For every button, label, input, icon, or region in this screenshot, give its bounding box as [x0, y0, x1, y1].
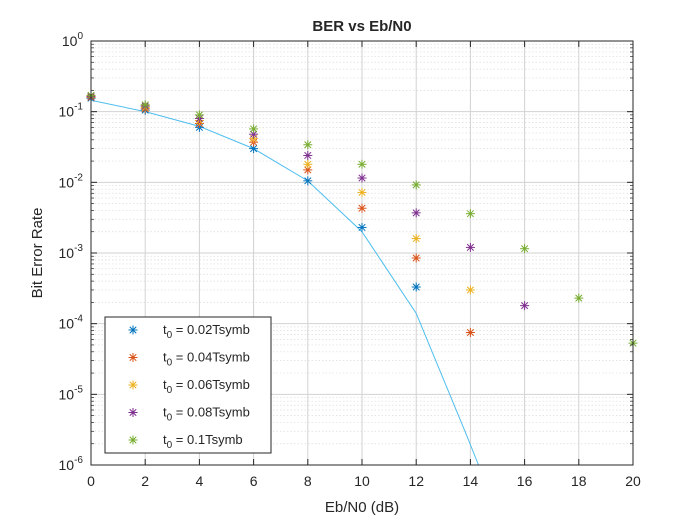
y-tick-label: 10-5	[59, 384, 84, 402]
series-5-point	[303, 140, 313, 150]
legend-label-2: t0 = 0.04Tsymb	[163, 350, 250, 369]
x-axis-label: Eb/N0 (dB)	[325, 499, 399, 516]
legend-label-5: t0 = 0.1Tsymb	[163, 432, 243, 451]
legend-entries: t0 = 0.02Tsymb t0 = 0.04Tsymb t0 = 0.06Tsy…	[128, 322, 250, 451]
x-tick-label: 0	[87, 473, 95, 489]
series-4-point	[520, 301, 530, 311]
series-2-point	[411, 253, 421, 263]
series-5-point	[574, 293, 584, 303]
legend-marker-1	[128, 325, 138, 335]
y-tick-label: 10-3	[59, 243, 84, 261]
series-3-point	[303, 159, 313, 169]
legend: t0 = 0.02Tsymb t0 = 0.04Tsymb t0 = 0.06Tsy…	[104, 316, 272, 454]
legend-marker-4	[128, 408, 138, 417]
series-4-point	[357, 173, 367, 183]
legend-marker-5	[128, 435, 138, 445]
y-tick-label: 10-6	[59, 455, 84, 473]
y-tick-label: 100	[62, 31, 84, 49]
series-3-point	[357, 187, 367, 197]
x-tick-label: 10	[354, 473, 370, 489]
x-tick-label: 2	[141, 473, 149, 489]
legend-marker-3	[128, 380, 138, 390]
series-2-point	[465, 327, 475, 337]
series-1-point	[357, 222, 367, 232]
legend-label-1: t0 = 0.02Tsymb	[163, 322, 250, 341]
series-1-point	[411, 282, 421, 292]
legend-label-3: t0 = 0.06Tsymb	[163, 377, 250, 396]
x-tick-label: 18	[571, 473, 587, 489]
x-tick-label: 12	[408, 473, 424, 489]
x-tick-label: 6	[250, 473, 258, 489]
series-3-point	[411, 234, 421, 244]
y-axis-label: Bit Error Rate	[29, 208, 46, 299]
series-5-point	[520, 244, 530, 254]
series-3-point	[465, 285, 475, 295]
series-5-point	[194, 110, 204, 120]
legend-marker-2	[128, 353, 138, 362]
y-tick-labels: 100 10-1 10-2 10-3 10-4 10-5 10-6	[59, 31, 84, 473]
series-1-point	[303, 176, 313, 186]
series-2-point	[357, 203, 367, 213]
series-4-point	[411, 208, 421, 218]
chart-title: BER vs Eb/N0	[312, 18, 411, 35]
series-5-point	[249, 124, 259, 134]
x-tick-label: 20	[625, 473, 641, 489]
series-4-point	[303, 150, 313, 160]
tick-marks	[90, 40, 634, 466]
series-5-point	[357, 159, 367, 169]
y-tick-label: 10-1	[59, 102, 84, 120]
x-tick-label: 16	[517, 473, 533, 489]
series-5-point	[411, 180, 421, 190]
x-tick-label: 8	[304, 473, 312, 489]
x-tick-label: 14	[463, 473, 479, 489]
series-5-point	[465, 209, 475, 219]
x-tick-labels: 0 2 4 6 8 10 12 14 16 18 20	[87, 473, 641, 489]
legend-label-4: t0 = 0.08Tsymb	[163, 405, 250, 424]
y-tick-label: 10-4	[59, 314, 84, 332]
x-tick-label: 4	[196, 473, 204, 489]
series-5-point	[140, 100, 150, 110]
series-4-point	[465, 242, 475, 252]
y-tick-label: 10-2	[59, 172, 84, 190]
